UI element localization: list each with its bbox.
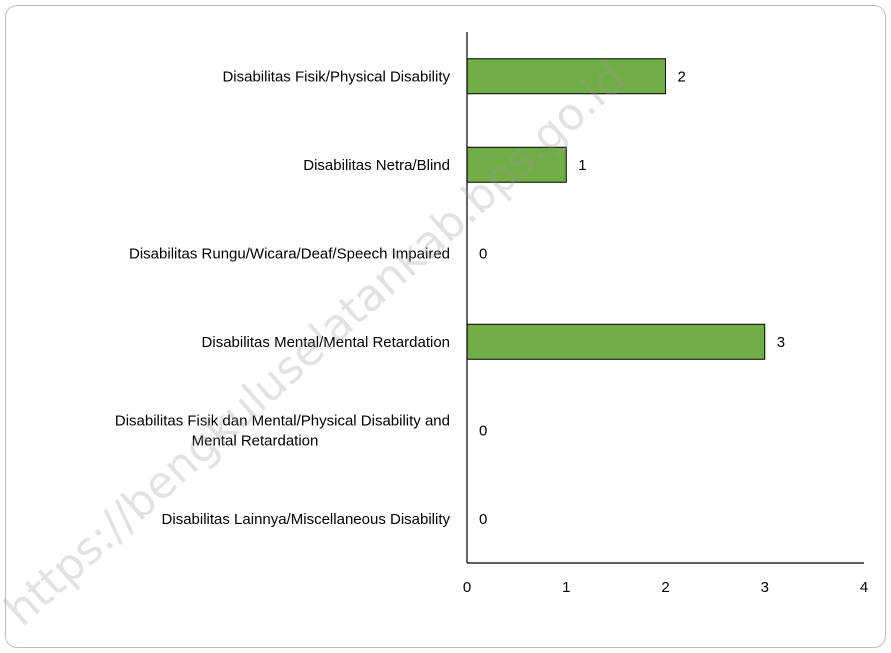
category-label: Disabilitas Lainnya/Miscellaneous Disabi…: [162, 511, 451, 528]
bar: [466, 146, 567, 183]
data-label: 0: [479, 422, 487, 439]
data-label: 2: [678, 68, 686, 85]
x-tick-label: 2: [661, 579, 669, 596]
category-label: Disabilitas Netra/Blind: [303, 157, 450, 174]
bar: [466, 58, 666, 95]
bar: [466, 323, 766, 360]
category-label: Disabilitas Fisik dan Mental/Physical Di…: [115, 412, 450, 449]
category-label: Disabilitas Rungu/Wicara/Deaf/Speech Imp…: [129, 245, 450, 262]
data-label: 0: [479, 245, 487, 262]
data-label: 0: [479, 511, 487, 528]
data-label: 1: [578, 157, 586, 174]
category-label-line: Disabilitas Fisik dan Mental/Physical Di…: [115, 412, 450, 429]
x-tick-label: 0: [463, 579, 471, 596]
category-label-line: Mental Retardation: [192, 432, 319, 449]
x-tick-label: 4: [860, 579, 868, 596]
category-label: Disabilitas Fisik/Physical Disability: [222, 68, 450, 85]
x-tick-label: 1: [562, 579, 570, 596]
category-label: Disabilitas Mental/Mental Retardation: [202, 334, 450, 351]
x-tick-label: 3: [761, 579, 769, 596]
data-label: 3: [777, 334, 785, 351]
